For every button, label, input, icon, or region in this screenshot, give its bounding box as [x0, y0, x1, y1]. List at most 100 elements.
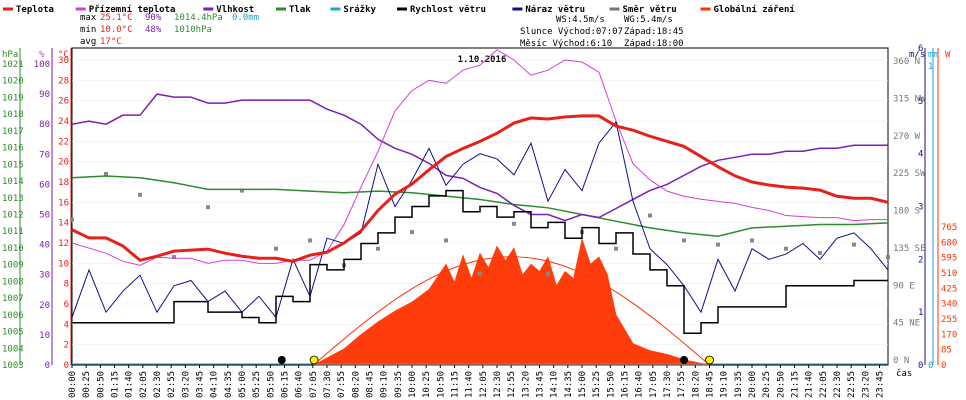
stat-min-press: 1010hPa [174, 25, 212, 35]
x-tick-56: 23:20 [861, 371, 871, 398]
stat-max-rain: 0.0mm [232, 13, 259, 23]
press-tick-18: 1021 [2, 60, 24, 70]
rad-tick-1: 85 [941, 346, 952, 356]
x-tick-26: 10:50 [436, 371, 446, 398]
x-tick-5: 02:05 [139, 371, 149, 398]
rain-tick-0: 0 [928, 361, 933, 371]
x-tick-30: 12:30 [493, 371, 503, 398]
dir-point-6 [274, 246, 278, 251]
moonrise: Měsíc Východ:6:10 [520, 39, 612, 49]
hum-unit: % [39, 50, 45, 60]
x-tick-3: 01:15 [111, 371, 121, 398]
x-tick-0: 00:00 [68, 371, 78, 398]
sunset: Západ:18:45 [624, 27, 684, 37]
x-tick-49: 20:25 [762, 371, 772, 398]
temp-tick-2: 4 [64, 320, 69, 330]
sunrise: Slunce Východ:07:07 [520, 27, 623, 37]
dir-point-12 [478, 271, 482, 276]
press-tick-13: 1016 [2, 144, 24, 154]
wind-wg: WG:5.4m/s [624, 15, 673, 25]
dir-point-13 [512, 221, 516, 226]
temp-tick-12: 24 [58, 117, 69, 127]
legend-label-7: Směr větru [623, 4, 677, 15]
series-ground-temp [71, 49, 888, 266]
x-tick-29: 12:05 [479, 371, 489, 398]
series-wind-speed [72, 189, 888, 335]
x-tick-13: 05:25 [252, 371, 262, 398]
x-tick-2: 00:50 [96, 371, 106, 398]
dir-point-4 [206, 205, 210, 210]
temp-tick-13: 26 [58, 97, 69, 107]
dir-point-11 [444, 238, 448, 243]
stat-min-hum: 48% [145, 25, 162, 35]
x-tick-36: 15:00 [578, 371, 588, 398]
legend-label-8: Globální záření [714, 5, 796, 15]
legend-label-2: Vlhkost [216, 5, 254, 15]
hum-tick-4: 40 [39, 241, 50, 251]
stat-min-label: min [80, 25, 96, 35]
x-tick-44: 18:20 [691, 371, 701, 398]
hum-tick-6: 60 [39, 180, 50, 190]
stat-max-label: max [80, 13, 97, 23]
x-tick-37: 15:25 [592, 371, 602, 398]
stat-avg-label: avg [80, 37, 96, 47]
x-tick-43: 17:55 [677, 371, 687, 398]
rad-tick-4: 340 [941, 300, 957, 310]
press-tick-16: 1019 [2, 93, 24, 103]
legend-label-1: Přízemní teplota [89, 5, 176, 15]
press-tick-5: 1008 [2, 277, 24, 287]
stat-max-hum: 90% [145, 13, 162, 23]
x-tick-41: 17:05 [649, 371, 659, 398]
dir-tick-8: 360 N [893, 57, 920, 67]
hum-tick-0: 0 [45, 361, 50, 371]
dir-point-24 [886, 255, 890, 260]
press-tick-11: 1014 [2, 177, 24, 187]
series-temperature [71, 114, 889, 263]
wind-tick-4: 4 [918, 150, 923, 160]
press-tick-17: 1020 [2, 77, 24, 87]
temp-tick-8: 16 [58, 198, 69, 208]
series-radiation-area [313, 237, 710, 366]
temp-tick-7: 14 [58, 219, 69, 229]
x-tick-54: 22:30 [833, 371, 843, 398]
x-tick-27: 11:15 [451, 371, 461, 398]
x-tick-46: 19:10 [720, 371, 730, 398]
dir-tick-4: 180 S [893, 207, 920, 217]
press-tick-1: 1004 [2, 344, 24, 354]
x-tick-55: 22:55 [847, 371, 857, 398]
legend-label-4: Srážky [343, 5, 376, 15]
moonset-marker [680, 356, 688, 364]
x-tick-45: 18:45 [706, 371, 716, 398]
x-tick-21: 08:45 [366, 371, 376, 398]
hum-tick-3: 30 [39, 271, 50, 281]
x-tick-7: 02:55 [167, 371, 177, 398]
x-tick-19: 07:55 [337, 371, 347, 398]
x-tick-57: 23:45 [876, 371, 886, 398]
x-tick-23: 09:35 [394, 371, 404, 398]
x-tick-51: 21:15 [791, 371, 801, 398]
radiation-theoretical-curve [313, 256, 709, 366]
hum-tick-10: 100 [34, 60, 50, 70]
dir-point-1 [104, 171, 108, 176]
wind-tick-5: 5 [918, 97, 923, 107]
press-tick-7: 1010 [2, 244, 24, 254]
x-tick-17: 07:05 [309, 371, 319, 398]
x-tick-9: 03:45 [196, 371, 206, 398]
rad-tick-9: 765 [941, 223, 957, 233]
legend-label-6: Náraz větru [525, 4, 585, 15]
x-tick-33: 13:45 [536, 371, 546, 398]
dir-tick-7: 315 NW [893, 94, 926, 104]
dir-point-0 [70, 217, 74, 222]
wind-tick-6: 6 [918, 44, 923, 54]
x-axis-label: čas [896, 368, 912, 379]
hum-tick-1: 10 [39, 331, 50, 341]
press-tick-10: 1013 [2, 194, 24, 204]
x-tick-6: 02:30 [153, 371, 163, 398]
temp-tick-1: 2 [64, 341, 69, 351]
x-tick-31: 12:55 [507, 371, 517, 398]
rain-unit: mm [928, 50, 939, 60]
dir-point-14 [546, 271, 550, 276]
rad-tick-6: 510 [941, 269, 957, 279]
temp-tick-14: 28 [58, 76, 69, 86]
x-tick-18: 07:30 [323, 371, 333, 398]
